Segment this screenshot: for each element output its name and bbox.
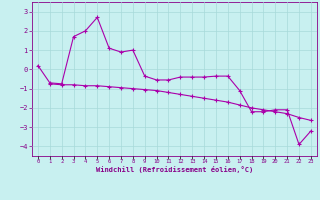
- X-axis label: Windchill (Refroidissement éolien,°C): Windchill (Refroidissement éolien,°C): [96, 166, 253, 173]
